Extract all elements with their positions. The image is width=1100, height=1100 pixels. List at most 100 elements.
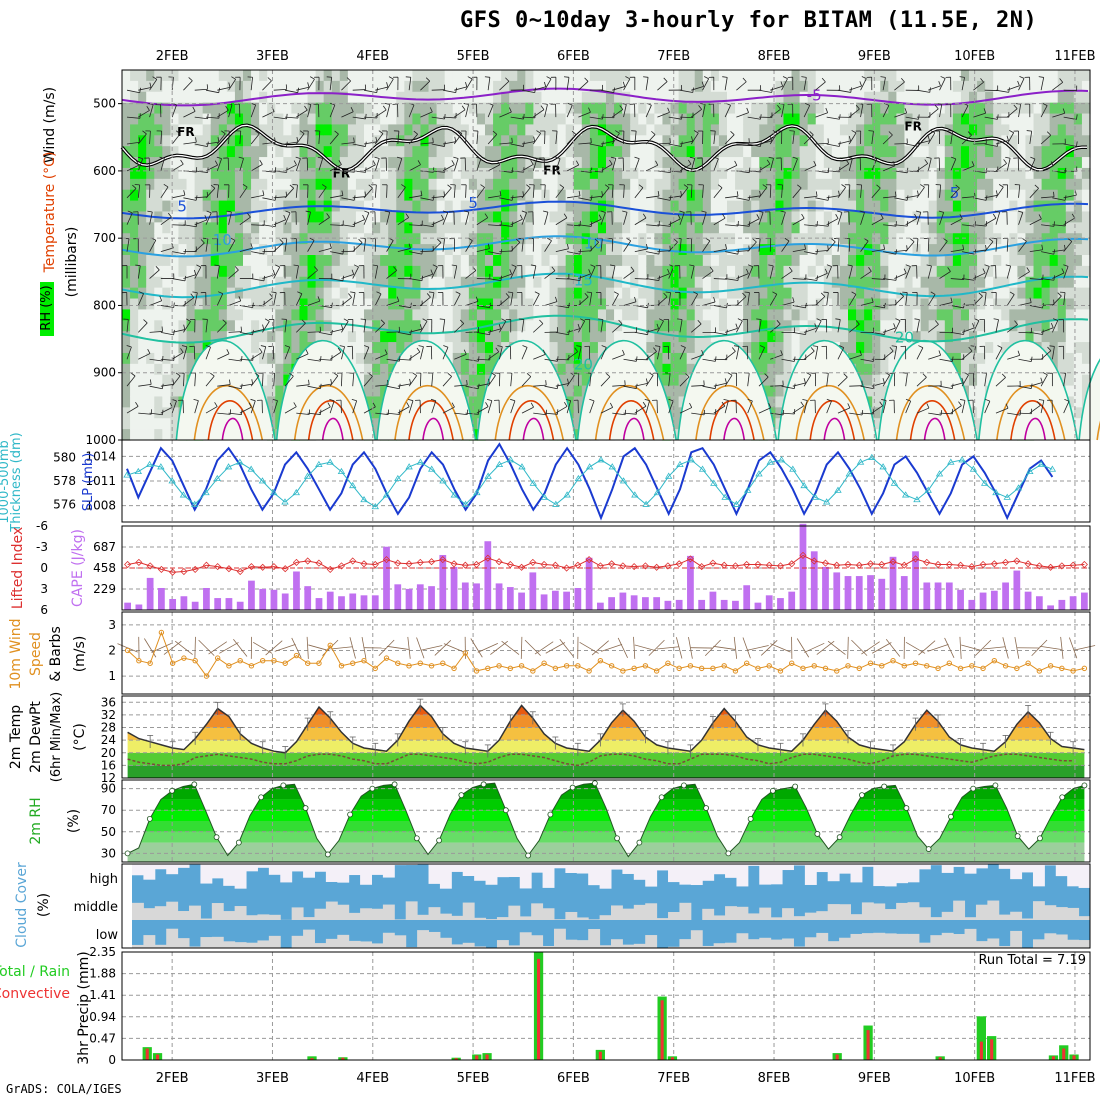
rh-cell xyxy=(896,70,906,82)
wind-barb xyxy=(386,130,388,145)
rh-cell xyxy=(936,200,946,213)
rh-cell xyxy=(904,309,914,321)
rh-cell xyxy=(646,157,655,169)
wind-barb xyxy=(194,242,205,252)
rh-cell xyxy=(355,265,365,278)
rh-cell xyxy=(606,211,615,223)
rh-cell xyxy=(259,80,268,93)
rh-cell xyxy=(622,146,631,158)
rh-cell xyxy=(226,222,236,234)
wind-barb-flag xyxy=(350,107,354,112)
rh-cell xyxy=(856,352,865,365)
rh-cell xyxy=(767,363,776,376)
rh-cell xyxy=(509,113,518,126)
rh-cell xyxy=(960,189,970,202)
wind-barb xyxy=(262,141,276,145)
rh-cell xyxy=(791,113,801,126)
rh-cell xyxy=(267,265,276,278)
rh-cell xyxy=(1081,80,1091,93)
wind-barb xyxy=(476,158,482,172)
rh-cell xyxy=(444,200,454,213)
rh-cell xyxy=(654,200,664,213)
rh-cell xyxy=(654,146,664,158)
rh-cell xyxy=(355,167,365,180)
rh-cell xyxy=(952,320,962,332)
wind-barb xyxy=(487,77,491,91)
rh-cell xyxy=(1009,244,1018,256)
rh-cell xyxy=(686,222,696,234)
rh-cell xyxy=(372,200,381,213)
rh-cell xyxy=(501,189,510,202)
rh-cell xyxy=(339,157,349,169)
rh-cell xyxy=(799,287,809,300)
rh-cell xyxy=(694,91,704,104)
wind-barb xyxy=(295,133,305,145)
rh-cell xyxy=(218,276,228,289)
rh-cell xyxy=(476,331,486,343)
wind-barb xyxy=(284,375,294,387)
wind-barb-flag xyxy=(299,130,305,134)
rh-cell xyxy=(404,80,413,93)
rh-cell xyxy=(178,331,188,343)
rh-cell xyxy=(751,255,760,267)
rh-cell xyxy=(436,135,446,147)
rh-cell xyxy=(718,309,728,321)
rh-cell xyxy=(315,178,325,191)
wind-barb xyxy=(217,384,231,387)
wind-barb-flag xyxy=(143,319,148,324)
rh-cell xyxy=(267,200,276,213)
rh-cell xyxy=(864,200,873,213)
rh-cell xyxy=(138,276,147,289)
wind-barb xyxy=(250,164,263,172)
rh-cell xyxy=(969,342,978,354)
rh-cell xyxy=(783,211,793,223)
rh-cell xyxy=(646,255,655,267)
rh-cell xyxy=(1073,385,1083,398)
rh-cell xyxy=(178,167,188,180)
rh-cell xyxy=(194,287,204,300)
rh-cell xyxy=(807,178,817,191)
rh-cell xyxy=(654,265,664,278)
rh-cell xyxy=(178,276,188,289)
rh-cell xyxy=(864,255,873,267)
rh-cell xyxy=(1033,135,1043,147)
rh-cell xyxy=(226,211,236,223)
rh-cell xyxy=(259,135,268,147)
rh-cell xyxy=(404,157,413,169)
rh-cell xyxy=(485,70,494,82)
rh-cell xyxy=(202,200,212,213)
rh-cell xyxy=(436,91,446,104)
rh-cell xyxy=(960,167,970,180)
rh-cell xyxy=(952,298,962,311)
warm-dome-contour xyxy=(695,384,765,441)
wind-barb-flag xyxy=(426,293,431,298)
rh-cell xyxy=(977,320,986,332)
rh-cell xyxy=(606,102,615,115)
rh-cell xyxy=(823,91,833,104)
rh-cell xyxy=(1081,70,1091,82)
wind-barb xyxy=(149,385,163,390)
rh-cell xyxy=(1057,146,1067,158)
rh-cell xyxy=(194,113,204,126)
rh-cell xyxy=(178,233,188,245)
rh-cell xyxy=(686,309,696,321)
rh-cell xyxy=(331,157,341,169)
rh-cell xyxy=(275,298,284,311)
rh-cell xyxy=(638,309,647,321)
rh-cell xyxy=(767,309,776,321)
rh-cell xyxy=(323,91,333,104)
rh-cell xyxy=(1081,135,1091,147)
rh-cell xyxy=(718,320,728,332)
rh-cell xyxy=(727,211,736,223)
rh-cell xyxy=(686,80,696,93)
rh-cell xyxy=(856,309,865,321)
rh-cell xyxy=(1081,178,1091,191)
rh-cell xyxy=(831,178,841,191)
wind-barb xyxy=(465,212,470,225)
wind-barb xyxy=(284,187,295,199)
rh-cell xyxy=(299,265,309,278)
rh-cell xyxy=(509,157,518,169)
rh-cell xyxy=(1049,287,1059,300)
rh-cell xyxy=(614,102,623,115)
rh-cell xyxy=(710,309,720,321)
